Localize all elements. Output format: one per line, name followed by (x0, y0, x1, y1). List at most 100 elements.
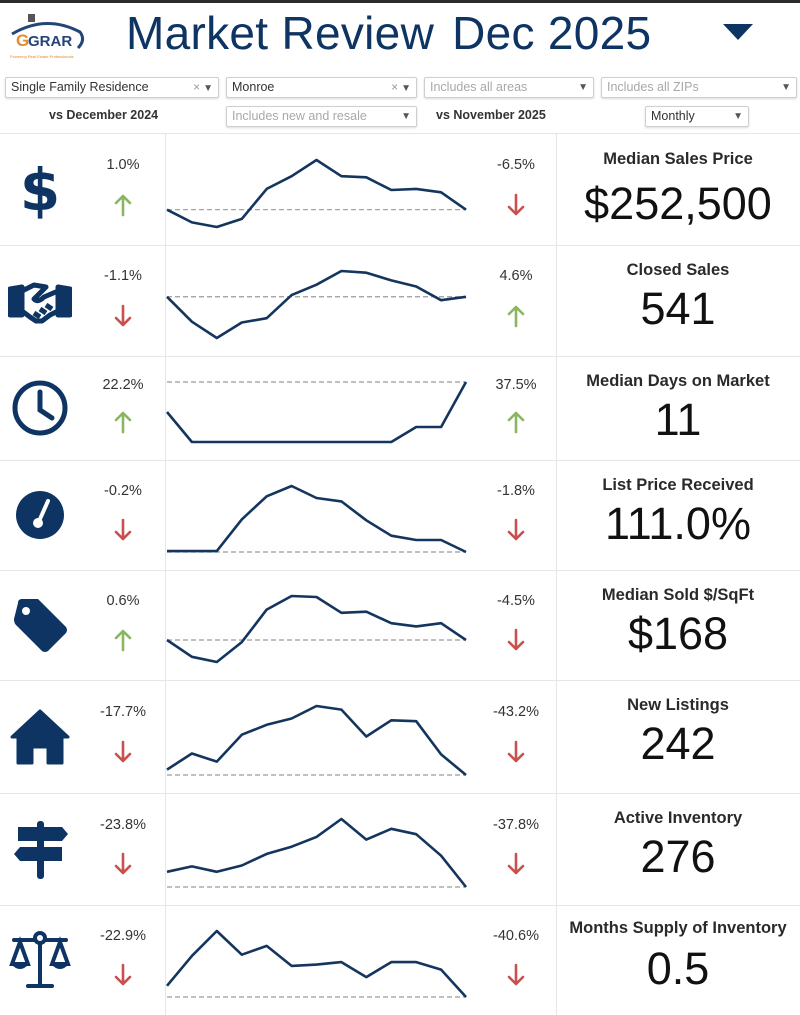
metric-row: 22.2% 37.5% Median Days on Market 11 (0, 356, 800, 460)
row-divider (0, 460, 800, 461)
arrow-up-icon (114, 194, 132, 216)
page-title: Market Review Dec 2025 (126, 6, 651, 60)
mom-change: -4.5% (497, 593, 535, 609)
arrow-down-icon (507, 518, 525, 541)
svg-text:$: $ (20, 158, 60, 222)
chevron-down-icon[interactable]: ▼ (401, 83, 411, 94)
trend-line (166, 381, 468, 444)
metric-title: New Listings (627, 696, 729, 714)
top-border (0, 0, 800, 3)
yoy-change: 1.0% (106, 157, 140, 174)
metric-title: List Price Received (602, 476, 754, 494)
row-divider (0, 680, 800, 681)
arrow-up-icon (507, 412, 525, 434)
metric-title: Median Sales Price (603, 150, 753, 168)
signpost-icon (14, 821, 68, 879)
row-divider (0, 570, 800, 571)
construction-dropdown[interactable]: Includes new and resale ▼ (226, 106, 417, 127)
mom-change: -6.5% (497, 157, 535, 174)
logo-tagline: Powering Real Estate Professionals (10, 54, 74, 59)
metric-row: -17.7% -43.2% New Listings 242 (0, 680, 800, 793)
metric-value: 541 (640, 283, 716, 334)
trend-sparkline (166, 594, 467, 664)
row-divider (0, 356, 800, 357)
metric-value: 11 (654, 394, 702, 445)
city-dropdown[interactable]: Monroe × ▼ (226, 77, 417, 98)
arrow-down-icon (507, 628, 525, 651)
trend-sparkline (166, 158, 467, 229)
trend-sparkline (166, 929, 467, 998)
logo-text: GRAR (28, 33, 72, 50)
row-divider (0, 245, 800, 246)
mom-change: -40.6% (493, 928, 539, 944)
yoy-change: -0.2% (104, 483, 142, 499)
metric-title: Months Supply of Inventory (569, 919, 787, 937)
mom-change: 4.6% (499, 268, 533, 285)
arrow-up-icon (114, 629, 132, 652)
metric-row: 0.6% -4.5% Median Sold $/SqFt $168 (0, 570, 800, 680)
trend-sparkline (166, 704, 467, 777)
chevron-down-icon[interactable]: ▼ (781, 82, 791, 93)
trend-line (166, 817, 468, 888)
metric-title: Median Days on Market (586, 372, 770, 390)
scales-icon (9, 931, 71, 988)
mom-change: -43.2% (493, 703, 539, 720)
trend-line (166, 594, 467, 664)
zips-dropdown[interactable]: Includes all ZIPs ▼ (601, 77, 797, 98)
areas-dropdown[interactable]: Includes all areas ▼ (424, 77, 594, 98)
chevron-down-icon[interactable]: ▼ (733, 111, 743, 122)
property-type-value: Single Family Residence (11, 80, 149, 94)
clock-icon (12, 380, 68, 436)
mom-change: -1.8% (497, 483, 535, 499)
metric-row: -1.1% 4.6% Closed Sales 541 (0, 245, 800, 356)
arrow-up-icon (507, 305, 525, 327)
metric-value: 242 (640, 718, 716, 769)
trend-sparkline (166, 484, 467, 554)
arrow-down-icon (114, 963, 132, 986)
mom-comparison-label: vs November 2025 (436, 108, 546, 122)
metric-title: Median Sold $/SqFt (601, 586, 755, 604)
clear-icon[interactable]: × (391, 80, 399, 94)
house-icon (10, 709, 70, 764)
row-divider (0, 905, 800, 906)
yoy-change: -1.1% (104, 268, 142, 285)
yoy-change: -17.7% (100, 703, 146, 720)
mom-change: 37.5% (495, 377, 537, 394)
arrow-down-icon (114, 740, 132, 763)
metric-value: $252,500 (584, 178, 772, 229)
trend-line (166, 158, 467, 229)
arrow-down-icon (507, 193, 525, 215)
metric-row: -22.9% -40.6% Months Supply of Inventory… (0, 905, 800, 1015)
arrow-down-icon (114, 304, 132, 326)
chevron-down-icon[interactable]: ▼ (578, 82, 588, 93)
metric-value: 0.5 (646, 943, 710, 994)
chevron-down-icon[interactable]: ▼ (401, 111, 411, 122)
period-dropdown-caret-icon[interactable] (723, 24, 753, 40)
dollar-icon: $ (20, 158, 60, 222)
yoy-comparison-label: vs December 2024 (49, 108, 159, 122)
trend-line (166, 929, 467, 998)
clear-icon[interactable]: × (193, 80, 201, 94)
period-selector-value[interactable]: Dec 2025 (452, 7, 652, 59)
trend-line (166, 704, 467, 777)
city-value: Monroe (232, 80, 275, 94)
trend-sparkline (166, 269, 467, 340)
zips-placeholder: Includes all ZIPs (607, 80, 699, 94)
column-divider (165, 133, 166, 1015)
svg-text:G: G (16, 31, 29, 50)
price-tag-icon (14, 599, 67, 652)
metric-title: Active Inventory (613, 809, 743, 827)
metric-value: 276 (640, 831, 716, 882)
frequency-value: Monthly (651, 109, 695, 123)
arrow-up-icon (114, 412, 132, 434)
arrow-down-icon (114, 852, 132, 875)
trend-sparkline (166, 817, 468, 888)
yoy-change: 22.2% (102, 377, 144, 394)
chevron-down-icon[interactable]: ▼ (203, 83, 213, 94)
yoy-change: -22.9% (100, 928, 146, 944)
property-type-dropdown[interactable]: Single Family Residence × ▼ (5, 77, 219, 98)
gauge-icon (16, 491, 64, 539)
metric-row: -0.2% -1.8% List Price Received 111.0% (0, 460, 800, 570)
frequency-dropdown[interactable]: Monthly ▼ (645, 106, 749, 127)
grar-logo: G GRAR Powering Real Estate Professional… (10, 14, 85, 59)
